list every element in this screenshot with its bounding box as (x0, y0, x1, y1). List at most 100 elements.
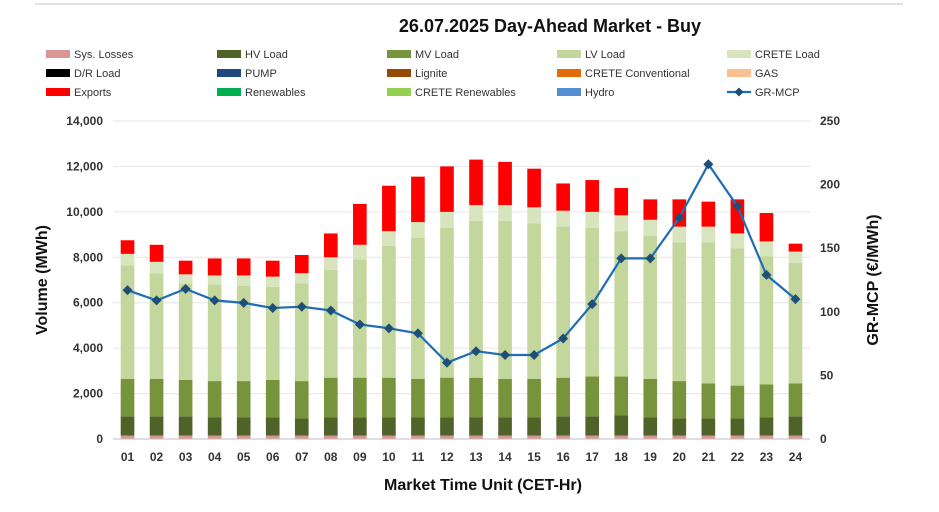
bar-sys-losses (527, 435, 541, 439)
legend-label-crete-load: CRETE Load (755, 49, 820, 61)
gr-mcp-marker (616, 253, 627, 264)
bar-lv-load (556, 226, 570, 378)
legend-swatch-exports (46, 88, 70, 96)
bar-hv-load (527, 417, 541, 436)
y-tick-label: 10,000 (66, 205, 103, 219)
x-axis-title: Market Time Unit (CET-Hr) (384, 477, 582, 494)
bar-hv-load (498, 417, 512, 436)
gr-mcp-marker (558, 333, 569, 344)
bar-hv-load (207, 417, 222, 436)
bar-crete-load (701, 226, 716, 243)
bar-exports (469, 159, 483, 206)
bar-sys-losses (498, 435, 512, 439)
bar-sys-losses (353, 435, 367, 439)
y-tick-label: 4,000 (73, 341, 103, 355)
x-tick-label: 20 (673, 450, 687, 464)
price-line (122, 159, 801, 368)
bar-mv-load (178, 379, 193, 417)
bar-hv-load (178, 416, 193, 436)
bar-sys-losses (643, 435, 658, 439)
bar-lv-load (236, 285, 251, 382)
bar-sys-losses (323, 435, 338, 439)
legend-swatch-crete-conventional (557, 69, 581, 77)
bar-crete-load (236, 275, 251, 286)
gr-mcp-marker (645, 253, 656, 264)
gr-mcp-marker (790, 294, 801, 305)
bar-hv-load (323, 417, 338, 436)
bar-mv-load (440, 377, 454, 418)
bar-crete-load (527, 207, 541, 224)
legend-label-hv-load: HV Load (245, 49, 288, 61)
bar-exports (294, 255, 309, 274)
bar-mv-load (236, 381, 251, 418)
x-tick-label: 18 (615, 450, 629, 464)
x-tick-label: 05 (237, 450, 251, 464)
bar-exports (643, 199, 658, 220)
legend-label-gr-mcp: GR-MCP (755, 87, 800, 99)
y-tick-label: 14,000 (66, 114, 103, 128)
bar-exports (265, 260, 280, 277)
bar-crete-load (120, 253, 135, 266)
x-tick-label: 06 (266, 450, 280, 464)
gr-mcp-marker (296, 301, 307, 312)
y-tick-label: 0 (96, 432, 103, 446)
legend-swatch-lignite (387, 69, 411, 77)
bar-crete-load (265, 276, 280, 287)
bar-sys-losses (178, 435, 193, 439)
bar-lv-load (323, 269, 338, 378)
bar-crete-load (294, 273, 309, 284)
bar-exports (120, 240, 135, 254)
legend-label-sys-losses: Sys. Losses (74, 49, 134, 61)
bar-exports (498, 161, 512, 206)
legend-label-hydro: Hydro (585, 87, 614, 99)
legend-swatch-hydro (557, 88, 581, 96)
gr-mcp-marker (732, 201, 743, 212)
bar-crete-load (498, 205, 512, 221)
bar-sys-losses (614, 435, 629, 439)
bar-sys-losses (469, 435, 483, 439)
bar-crete-load (672, 226, 687, 243)
bar-hv-load (440, 417, 454, 436)
bar-exports (730, 199, 745, 234)
legend-label-crete-renewables: CRETE Renewables (415, 87, 516, 99)
bar-mv-load (149, 378, 164, 417)
bar-crete-load (382, 231, 396, 246)
x-tick-label: 24 (789, 450, 803, 464)
bar-sys-losses (440, 435, 454, 439)
bar-mv-load (120, 378, 135, 417)
bar-mv-load (207, 381, 222, 418)
legend-marker-gr-mcp (734, 87, 744, 97)
bar-crete-load (411, 222, 425, 238)
x-tick-label: 12 (440, 450, 454, 464)
legend-label-renewables: Renewables (245, 87, 306, 99)
bar-mv-load (672, 381, 687, 419)
bar-crete-load (643, 219, 658, 236)
bar-exports (207, 258, 222, 276)
bar-crete-load (614, 215, 629, 232)
bar-lv-load (178, 283, 193, 380)
bar-mv-load (556, 377, 570, 417)
legend-swatch-renewables (217, 88, 241, 96)
x-tick-label: 09 (353, 450, 367, 464)
bar-mv-load (585, 376, 600, 417)
x-axis-ticks: 01 02 03 04 05 06 07 08 09 10 11 12 13 14 15 16 17 18 19 20… (121, 450, 803, 464)
gr-mcp-marker (238, 297, 249, 308)
x-tick-label: 08 (324, 450, 338, 464)
legend-label-gas: GAS (755, 68, 778, 80)
legend-label-mv-load: MV Load (415, 49, 459, 61)
bar-mv-load (759, 384, 774, 418)
bar-exports (440, 166, 454, 212)
legend-swatch-mv-load (387, 50, 411, 58)
bar-hv-load (382, 417, 396, 436)
gr-mcp-marker (471, 346, 482, 357)
bar-sys-losses (585, 435, 600, 439)
gr-mcp-marker (122, 285, 133, 296)
legend-swatch-d-r-load (46, 69, 70, 77)
legend: Sys. Losses HV Load MV Load LV Load CRETE Lo… (46, 49, 820, 99)
legend-label-d-r-load: D/R Load (74, 68, 120, 80)
bar-exports (556, 183, 570, 211)
bar-lv-load (672, 242, 687, 382)
bar-lv-load (207, 284, 222, 382)
bar-exports (585, 180, 600, 212)
bar-lv-load (294, 283, 309, 382)
